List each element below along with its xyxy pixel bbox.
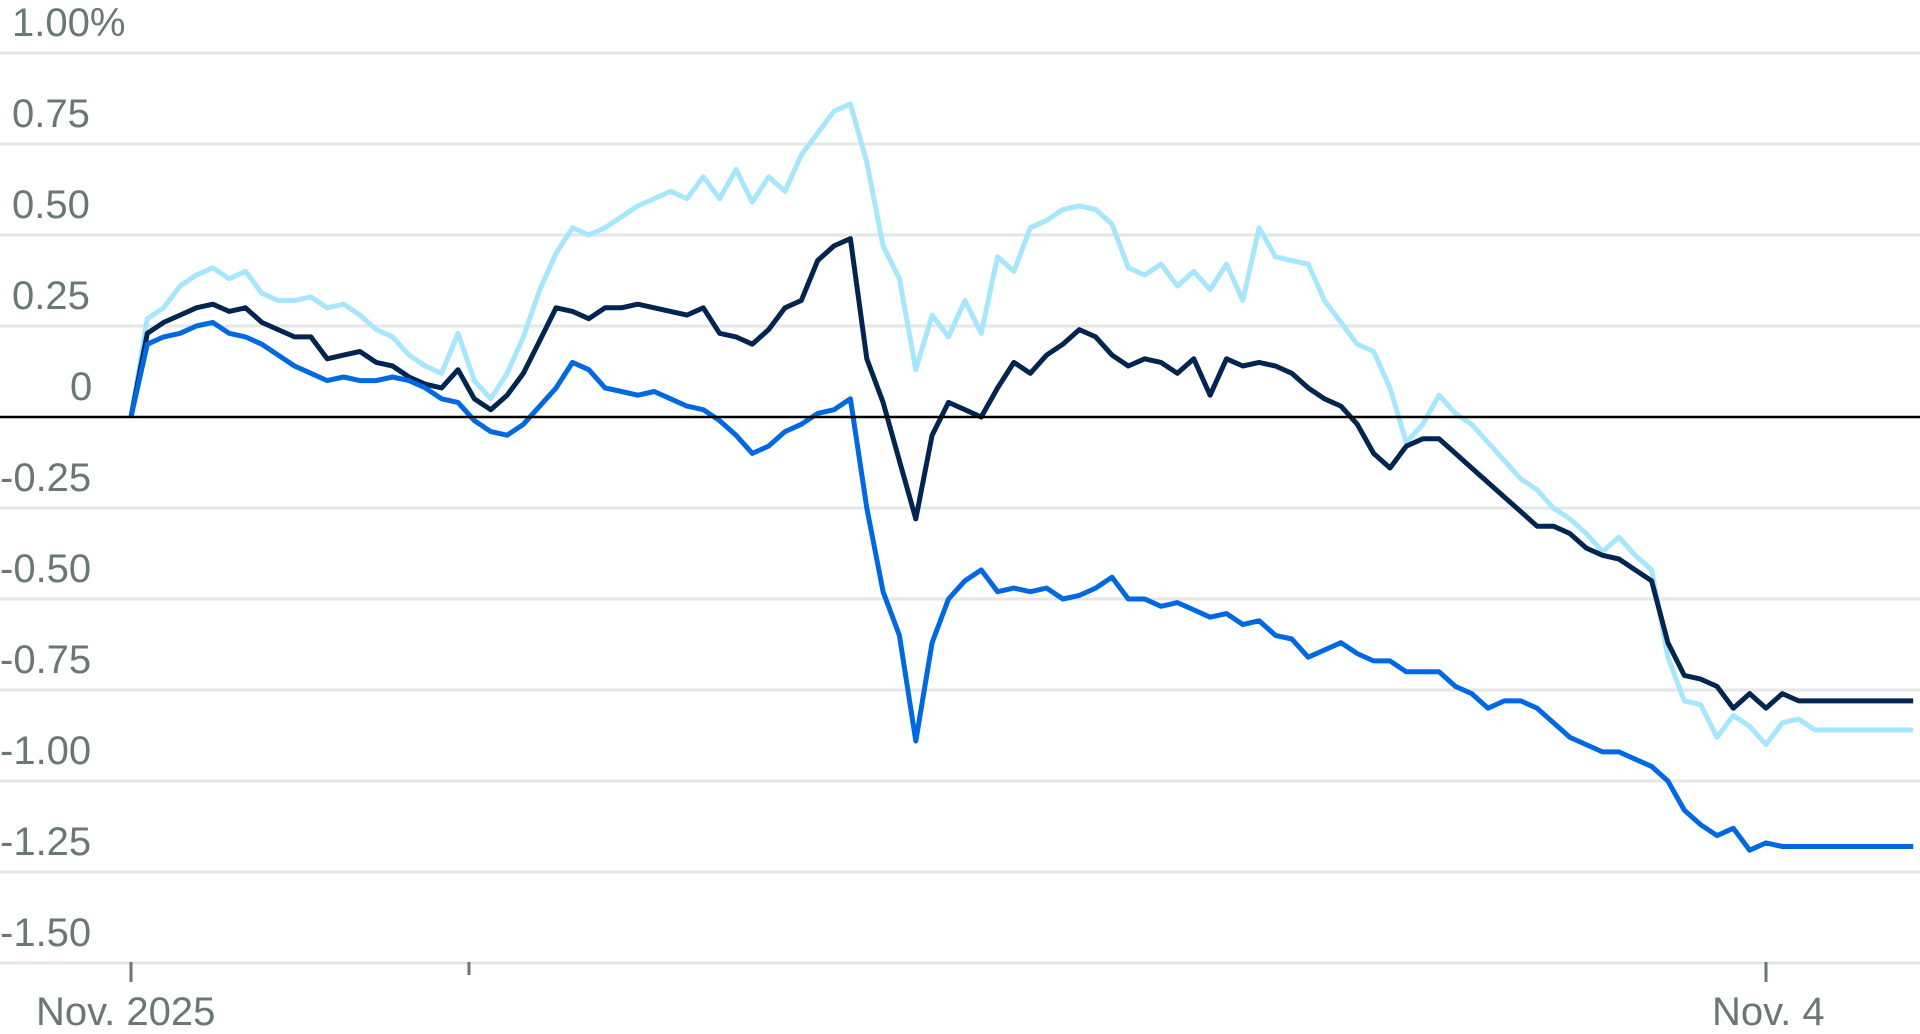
x-axis-ticks [129, 962, 1768, 982]
y-tick-label: -0.25 [0, 456, 92, 500]
y-tick-label: -1.25 [0, 820, 92, 864]
series-line-2 [128, 319, 1914, 853]
y-tick-label: -1.00 [0, 729, 92, 773]
y-tick-label: -0.50 [0, 547, 92, 591]
series-line-1 [128, 236, 1914, 711]
series-lines [128, 101, 1914, 853]
y-tick-label: 0.75 [12, 92, 90, 136]
x-tick-label: Nov. 2025 [36, 990, 216, 1034]
y-tick-label: 0 [70, 365, 93, 409]
x-tick-label: Nov. 4 [1712, 990, 1825, 1034]
series-line-0 [128, 101, 1914, 748]
y-tick-label: 1.00% [12, 1, 126, 45]
gridlines [0, 51, 1920, 965]
y-tick-label: 0.25 [12, 274, 90, 318]
y-tick-label: -0.75 [0, 638, 92, 682]
y-tick-label: -1.50 [0, 911, 92, 955]
y-tick-label: 0.50 [12, 183, 90, 227]
